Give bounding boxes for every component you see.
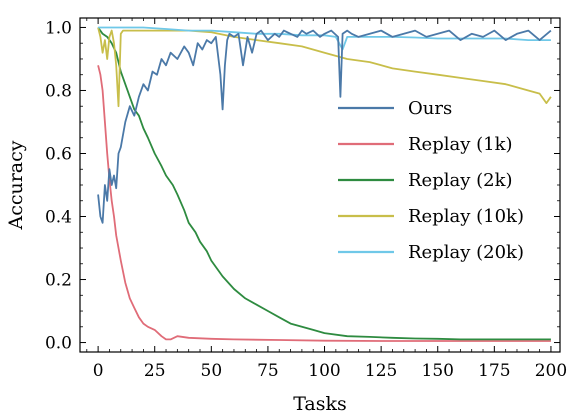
y-axis-label: Accuracy — [5, 140, 27, 230]
legend-label: Replay (10k) — [408, 206, 524, 227]
axis-ticks: 0 25 50 75 100 125 150 175 200 0.0 0.2 0.4 0.6 0.8 1.0 — [45, 18, 567, 381]
y-tick-label: 0.4 — [45, 208, 72, 228]
x-tick-label: 100 — [308, 361, 340, 381]
x-tick-label: 25 — [144, 361, 166, 381]
legend-label: Replay (2k) — [408, 170, 513, 191]
series-line-1 — [97, 65, 551, 342]
legend-label: Ours — [408, 98, 452, 119]
y-tick-label: 1.0 — [45, 18, 72, 38]
x-axis-label: Tasks — [293, 393, 347, 415]
y-tick-label: 0.2 — [45, 271, 72, 291]
legend: Ours Replay (1k) Replay (2k) Replay (10k) Re… — [338, 98, 524, 263]
y-tick-label: 0.0 — [45, 334, 72, 354]
series-lines — [97, 26, 552, 342]
x-tick-label: 75 — [257, 361, 279, 381]
y-tick-label: 0.8 — [45, 81, 72, 101]
x-tick-label: 125 — [365, 361, 397, 381]
legend-label: Replay (20k) — [408, 242, 524, 263]
x-tick-label: 175 — [478, 361, 510, 381]
series-line-0 — [97, 29, 552, 224]
series-line-3 — [97, 27, 552, 108]
x-tick-label: 50 — [201, 361, 223, 381]
y-tick-label: 0.6 — [45, 144, 72, 164]
series-line-2 — [97, 26, 551, 341]
x-tick-label: 200 — [535, 361, 567, 381]
x-tick-label: 150 — [422, 361, 454, 381]
x-tick-label: 0 — [93, 361, 104, 381]
legend-label: Replay (1k) — [408, 134, 513, 155]
